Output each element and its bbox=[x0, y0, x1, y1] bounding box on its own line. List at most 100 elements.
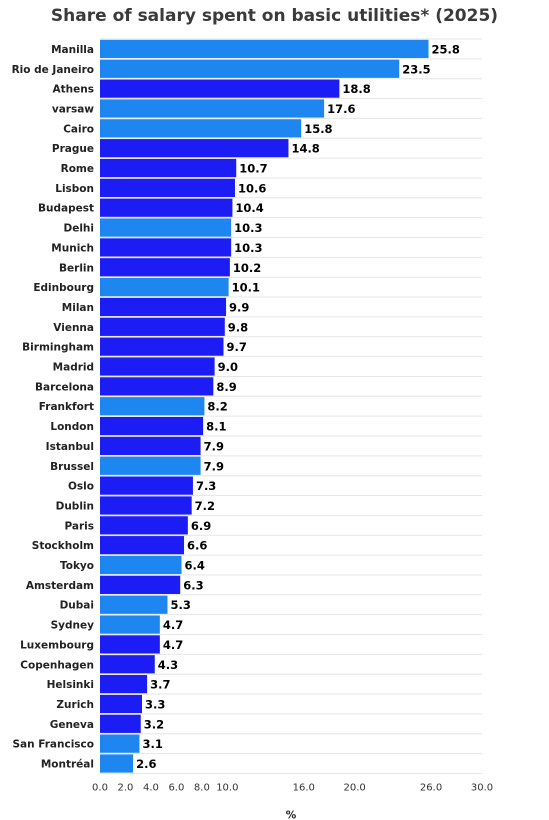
category-label: San Francisco bbox=[12, 739, 94, 751]
bar-24 bbox=[100, 516, 188, 535]
bar-25 bbox=[100, 536, 185, 555]
category-label: Munich bbox=[51, 242, 94, 254]
category-label: Frankfort bbox=[39, 401, 94, 413]
category-label: Vienna bbox=[53, 322, 94, 334]
category-label: Milan bbox=[62, 302, 94, 314]
bar-18 bbox=[100, 397, 205, 416]
bar-11 bbox=[100, 258, 230, 277]
category-label: Cairo bbox=[63, 123, 94, 135]
category-label: Birmingham bbox=[22, 342, 94, 354]
category-label: Tokyo bbox=[60, 560, 94, 572]
bar-1 bbox=[100, 59, 400, 78]
value-label: 3.2 bbox=[144, 717, 164, 731]
x-tick-label: 4.0 bbox=[143, 782, 159, 793]
bar-34 bbox=[100, 714, 141, 733]
x-axis-label: % bbox=[286, 809, 297, 820]
bar-7 bbox=[100, 178, 235, 197]
value-label: 6.4 bbox=[184, 559, 204, 573]
bar-26 bbox=[100, 555, 182, 575]
bar-33 bbox=[100, 694, 143, 714]
bar-27 bbox=[100, 575, 181, 594]
category-label: Amsterdam bbox=[26, 580, 94, 592]
bar-32 bbox=[100, 675, 148, 694]
x-tick-label: 30.0 bbox=[471, 782, 493, 793]
category-label: Montréal bbox=[41, 759, 94, 771]
bar-10 bbox=[100, 238, 232, 257]
category-label: Oslo bbox=[68, 481, 94, 493]
value-label: 10.4 bbox=[235, 201, 263, 215]
category-label: Dublin bbox=[56, 500, 94, 512]
bar-2 bbox=[100, 79, 340, 98]
category-label: Rio de Janeiro bbox=[12, 64, 94, 76]
category-label: Copenhagen bbox=[20, 659, 94, 671]
value-label: 4.7 bbox=[163, 618, 183, 632]
bar-3 bbox=[100, 99, 325, 118]
bar-13 bbox=[100, 297, 227, 317]
x-tick-label: 16.0 bbox=[293, 782, 315, 793]
category-label: Edinbourg bbox=[33, 282, 94, 294]
value-label: 15.8 bbox=[304, 122, 332, 136]
value-label: 6.3 bbox=[183, 578, 203, 592]
bar-17 bbox=[100, 377, 214, 396]
value-label: 4.3 bbox=[158, 658, 178, 672]
bar-14 bbox=[100, 317, 225, 336]
category-label: Istanbul bbox=[46, 441, 94, 453]
bar-31 bbox=[100, 655, 155, 674]
category-label: Prague bbox=[52, 143, 94, 155]
bar-8 bbox=[100, 198, 233, 217]
category-label: London bbox=[50, 421, 94, 433]
bar-6 bbox=[100, 158, 237, 178]
bar-36 bbox=[100, 754, 134, 773]
value-label: 10.6 bbox=[238, 181, 266, 195]
bar-12 bbox=[100, 278, 229, 297]
x-tick-label: 6.0 bbox=[168, 782, 184, 793]
x-tick-label: 10.0 bbox=[216, 782, 238, 793]
value-label: 8.1 bbox=[206, 420, 226, 434]
value-label: 10.3 bbox=[234, 241, 262, 255]
value-label: 23.5 bbox=[402, 62, 430, 76]
bar-20 bbox=[100, 436, 201, 456]
value-label: 10.2 bbox=[233, 261, 261, 275]
bar-30 bbox=[100, 635, 160, 654]
category-label: varsaw bbox=[52, 103, 94, 115]
category-label: Stockholm bbox=[32, 540, 94, 552]
category-label: Rome bbox=[61, 163, 94, 175]
value-label: 7.3 bbox=[196, 479, 216, 493]
chart-title: Share of salary spent on basic utilities… bbox=[50, 6, 499, 26]
bar-16 bbox=[100, 357, 215, 376]
value-label: 6.9 bbox=[191, 519, 211, 533]
bar-23 bbox=[100, 496, 192, 515]
value-label: 3.7 bbox=[150, 678, 170, 692]
x-tick-label: 2.0 bbox=[118, 782, 134, 793]
category-label: Luxembourg bbox=[20, 639, 94, 651]
category-label: Berlin bbox=[59, 262, 94, 274]
value-label: 9.0 bbox=[218, 360, 238, 374]
x-tick-label: 26.0 bbox=[420, 782, 442, 793]
bar-21 bbox=[100, 456, 201, 475]
bar-35 bbox=[100, 734, 140, 753]
category-label: Sydney bbox=[51, 620, 95, 632]
category-label: Geneva bbox=[50, 719, 94, 731]
bar-22 bbox=[100, 476, 193, 495]
value-label: 14.8 bbox=[291, 142, 319, 156]
bar-9 bbox=[100, 218, 232, 237]
bar-15 bbox=[100, 337, 224, 356]
value-label: 10.3 bbox=[234, 221, 262, 235]
value-label: 3.1 bbox=[142, 737, 162, 751]
value-label: 10.7 bbox=[239, 162, 267, 176]
value-label: 17.6 bbox=[327, 102, 355, 116]
category-label: Barcelona bbox=[35, 381, 94, 393]
bar-0 bbox=[100, 39, 429, 59]
value-label: 7.2 bbox=[195, 499, 215, 513]
value-label: 9.9 bbox=[229, 300, 249, 314]
category-label: Delhi bbox=[63, 223, 94, 235]
category-label: Paris bbox=[64, 520, 94, 532]
category-label: Brussel bbox=[50, 461, 94, 473]
bar-19 bbox=[100, 416, 204, 436]
value-label: 5.3 bbox=[170, 598, 190, 612]
category-label: Madrid bbox=[53, 362, 94, 374]
value-label: 2.6 bbox=[136, 757, 156, 771]
x-tick-label: 0.0 bbox=[92, 782, 108, 793]
category-label: Budapest bbox=[38, 203, 94, 215]
value-label: 7.9 bbox=[204, 439, 224, 453]
